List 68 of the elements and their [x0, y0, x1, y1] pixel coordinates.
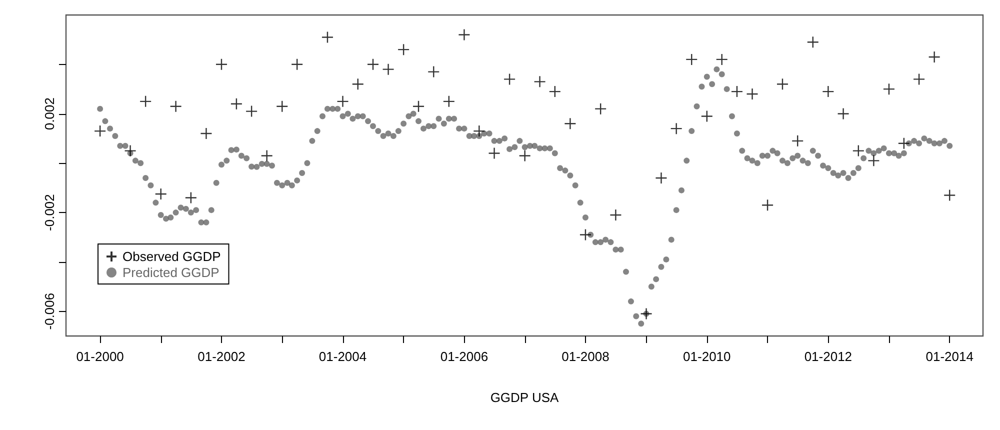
point — [944, 189, 956, 202]
point — [746, 88, 758, 100]
legend-label: Predicted GGDP — [122, 265, 220, 280]
point — [761, 199, 774, 212]
point — [382, 63, 394, 76]
point — [806, 36, 819, 48]
point — [336, 95, 349, 108]
point — [912, 73, 926, 86]
point — [898, 137, 910, 150]
x-tick-label: 01-2008 — [562, 349, 610, 364]
point — [260, 150, 273, 162]
point — [154, 188, 167, 200]
point — [230, 98, 243, 110]
point — [184, 192, 198, 204]
point — [321, 31, 334, 44]
y-tick-label: -0.002 — [42, 194, 57, 231]
point — [670, 122, 682, 135]
x-tick-label: 01-2004 — [318, 349, 367, 364]
x-tick-label: 01-2014 — [926, 349, 974, 364]
point — [686, 53, 698, 66]
point — [503, 73, 516, 86]
point — [700, 110, 714, 122]
y-tick-label: -0.006 — [42, 292, 57, 330]
point — [579, 228, 592, 241]
x-tick-label: 01-2002 — [198, 349, 246, 364]
point — [594, 102, 607, 115]
point — [776, 78, 789, 90]
point — [366, 58, 380, 70]
point — [124, 144, 136, 157]
point — [655, 172, 668, 184]
point — [428, 66, 440, 78]
point — [94, 124, 106, 138]
point — [730, 85, 744, 98]
point — [458, 28, 470, 41]
y-tick-label: 0.002 — [42, 97, 57, 130]
point — [548, 85, 561, 98]
point — [442, 95, 456, 108]
point — [276, 100, 288, 112]
point — [200, 127, 212, 140]
point — [518, 150, 531, 162]
point — [290, 58, 304, 70]
point — [640, 308, 652, 320]
legend-label: Observed GGDP — [122, 249, 221, 264]
x-tick-label: 01-2000 — [76, 349, 124, 364]
point — [412, 100, 425, 112]
x-tick-label: 01-2006 — [440, 349, 488, 364]
point — [852, 144, 865, 157]
point — [610, 208, 622, 222]
x-axis-title: GGDP USA — [490, 390, 560, 405]
point — [868, 154, 880, 167]
point — [488, 147, 500, 160]
point — [473, 124, 486, 138]
point — [534, 76, 546, 88]
x-tick-label: 01-2010 — [683, 349, 731, 364]
point — [352, 78, 364, 90]
point — [564, 118, 576, 130]
point — [792, 134, 804, 148]
point — [837, 108, 850, 120]
point — [139, 95, 152, 108]
point — [245, 105, 258, 118]
point — [822, 85, 834, 98]
point — [716, 53, 728, 66]
point — [928, 50, 940, 64]
point — [882, 82, 896, 96]
point — [397, 43, 410, 56]
x-tick-label: 01-2012 — [804, 349, 852, 364]
point — [170, 100, 182, 112]
point — [215, 58, 228, 70]
